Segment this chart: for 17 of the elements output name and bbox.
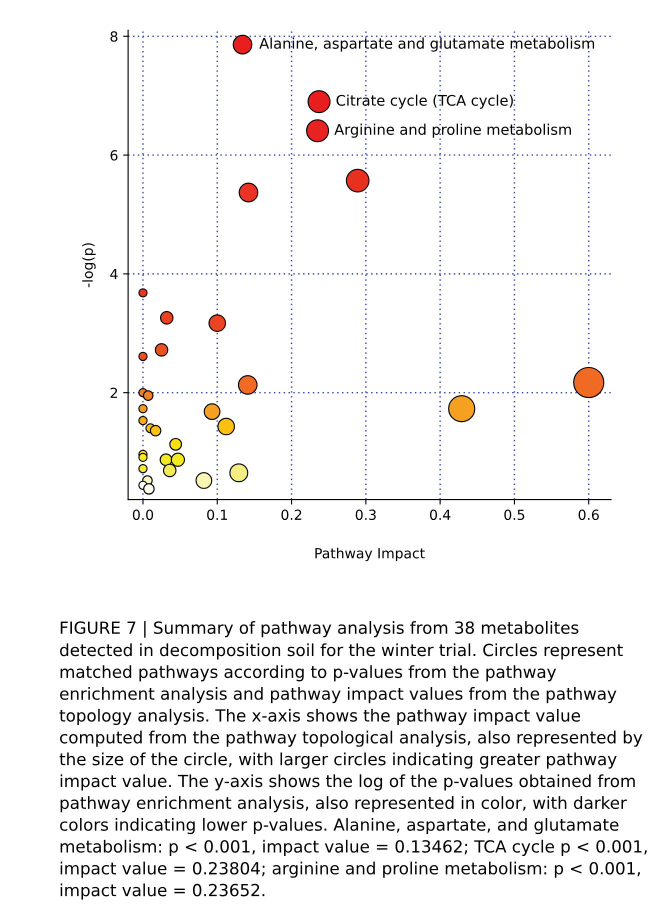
y-tick-label: 8 bbox=[110, 31, 118, 42]
y-tick-label: 6 bbox=[110, 150, 118, 161]
x-tick-label: 0.5 bbox=[504, 510, 524, 520]
x-tick-label: 0.1 bbox=[207, 510, 228, 520]
x-tick-label: 0.6 bbox=[578, 510, 599, 520]
annotation: Citrate cycle (TCA cycle) bbox=[336, 94, 513, 109]
y-tick-label: 4 bbox=[110, 269, 118, 280]
x-axis-title: Pathway Impact bbox=[315, 548, 425, 562]
annotation: Alanine, aspartate and glutamate metabolism bbox=[259, 38, 594, 52]
y-tick-label: 2 bbox=[110, 388, 117, 398]
x-tick-label: 0.2 bbox=[281, 510, 302, 520]
x-tick-label: 0.0 bbox=[132, 510, 154, 520]
y-axis-title: -log(p) bbox=[82, 243, 96, 288]
text: FIGURE 7 | Summary of pathway analysis from 38 metabolites detected in decomposition soil for the winter trial. Circles represent matched pathways according to p-values from the pathway enrichment analysis and pathway impact values from the pathway topology analysis. The x-axis shows the pathway impact value computed from the pathway topological analysis, also represented by the size of the circle, with larger circles indicating greater pathway impact value. The y-axis shows the log of the p-values obtained from pathway enrichment analysis, also represented in color, with darker colors indicating lower p-values. Alanine, aspartate, and glutamate metabolism: p < 0.001, impact value = 0.13462; TCA cycle p < 0.001, impact value = 0.23804; arginine and proline metabolism: p < 0.001, impact value = 0.23652. bbox=[60, 621, 647, 900]
annotation: Arginine and proline metabolism bbox=[334, 124, 571, 138]
x-tick-label: 0.4 bbox=[430, 510, 450, 520]
x-tick-label: 0.3 bbox=[356, 510, 376, 520]
